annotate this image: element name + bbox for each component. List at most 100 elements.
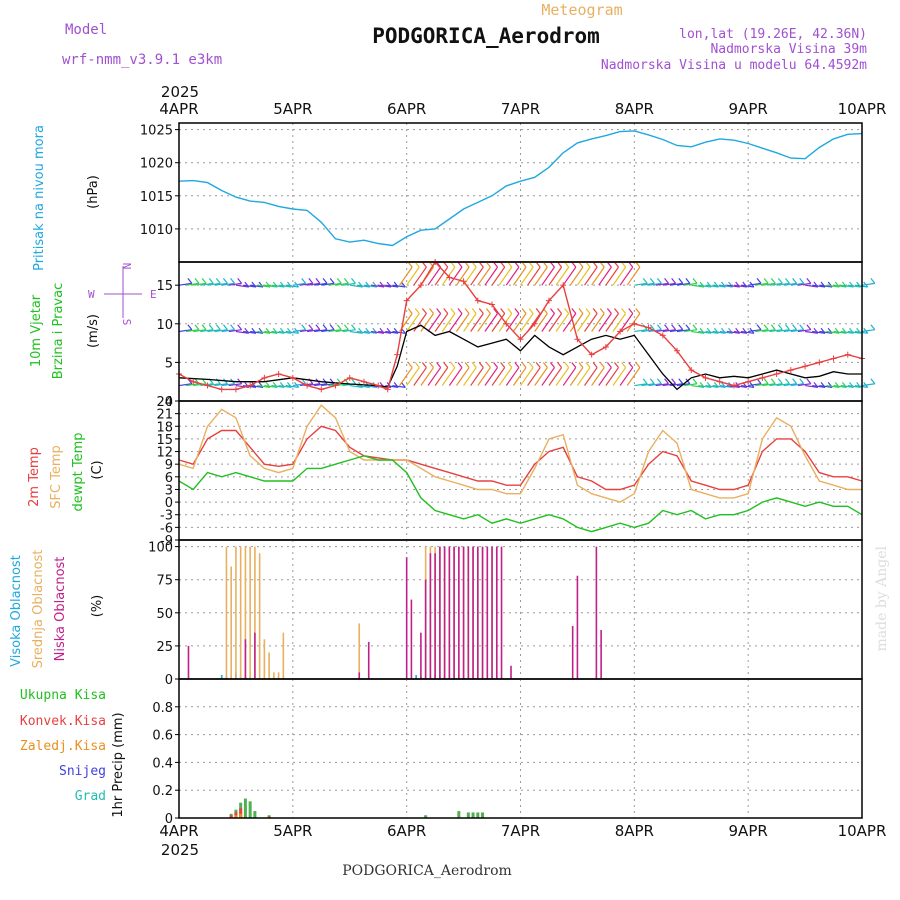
clouds-ytick-label: 75 [156,574,173,589]
wind-barb [783,282,797,286]
wind-barb [448,266,463,286]
wind-barb-flag [478,261,484,268]
wind-gust-marker [787,367,794,374]
cloud-axis-title-high: Visoka Oblacnost [9,555,24,667]
wind-barb [534,266,548,286]
temperature-line-dewpt-temp [178,455,863,533]
wind-barb [812,284,826,288]
date-tick-bottom: 4APR [159,822,198,840]
wind-barb [562,367,577,386]
pressure-ytick-label: 1025 [140,124,173,139]
clouds-bar [415,675,417,679]
wind-barb-flag [301,277,307,284]
wind-barb [797,329,811,333]
wind-barb-flag [585,362,591,368]
wind-gust-marker [375,382,382,389]
wind-gust-marker [289,374,296,381]
clouds-bar [244,639,247,679]
plot-layer: 4APR 4APR 5APR 5APR 6APR 6APR 7APR 7APR 8APR 8APR… [140,100,887,840]
temperature-ytick-label: 21 [156,408,173,423]
wind-barb [584,266,598,286]
wind-gust-marker [503,320,510,327]
wind-barb [328,329,342,333]
wind-barb [612,313,627,332]
wind-barb-flag [351,277,356,284]
wind-barb [755,383,769,387]
wind-barb [598,367,612,386]
wind-barb [591,313,605,332]
legend-konvek-kisa: Konvek.Kisa [20,714,106,729]
wind-barb [634,282,648,286]
wind-barb [840,330,854,334]
wind-barb-flag [806,378,812,385]
wind-barb-flag [642,277,648,284]
wind-barb [363,330,377,334]
model-label: Model [65,22,107,38]
wind-barb [178,282,192,286]
temperature-ytick-label: -3 [160,509,173,524]
wind-barb [769,383,783,387]
wind-barb [662,329,676,333]
wind-panel: 0 5 10 15 [156,259,876,410]
wind-barb [541,266,555,286]
wind-barb [441,367,456,386]
wind-barb [684,282,698,286]
wind-barb [285,284,299,288]
precip-bar [481,812,485,818]
wind-barb-flag [322,277,328,284]
precip-bar [243,798,247,818]
wind-barb-flag [222,277,228,284]
wind-gust-marker [617,328,624,335]
wind-barbs [178,261,876,388]
wind-barb-flag [763,324,769,331]
clouds-bar [448,546,451,679]
wind-barb [662,282,676,286]
wind-line-udari-vjetra [178,260,863,391]
wind-barb [242,330,256,334]
wind-gust-marker [659,332,666,339]
wind-gust-marker [304,382,311,389]
wind-barb [257,330,271,334]
wind-barb [641,282,655,286]
wind-barb [819,284,833,288]
wind-barb [292,282,306,286]
wind-barb-flag [628,261,634,268]
wind-barb [740,284,755,288]
clouds-ytick-label: 100 [148,541,173,556]
clouds-bar [358,672,361,679]
pressure-ytick-label: 1015 [140,190,173,205]
wind-barb-flag [194,324,200,331]
wind-barb [783,329,797,333]
wind-barb-flag [194,277,200,284]
wind-barb [712,284,726,288]
wind-barb [314,383,328,387]
wind-barb [719,284,733,288]
clouds-bar [443,546,446,679]
wind-barb-flag [671,324,677,331]
lonlat-label: lon,lat (19.26E, 42.36N) [679,27,867,42]
wind-barb [356,284,370,288]
wind-barb [804,284,819,288]
temp-axis-title-dewpt: dewpt Temp [71,432,86,511]
wind-barb [527,367,541,386]
wind-barb-flag [187,277,193,284]
wind-barb [669,383,683,387]
wind-barb [840,284,854,288]
wind-barb [748,329,762,333]
wind-barb [726,330,740,334]
clouds-bar [500,546,503,679]
wind-barb-flag [322,324,328,331]
wind-barb [378,284,392,288]
wind-barb-flag [429,362,434,368]
wind-barb [371,284,385,288]
precip-bar [248,801,252,818]
wind-barb [356,330,370,334]
wind-barb-flag [535,308,541,314]
wind-barb-flag [685,324,691,331]
wind-barb [306,282,321,286]
clouds-panel: 0 25 50 75 100 [148,539,863,688]
wind-barb [626,266,641,286]
clouds-bar [453,546,455,679]
clouds-ytick-label: 0 [165,673,173,688]
wind-barb-flag [329,324,335,331]
